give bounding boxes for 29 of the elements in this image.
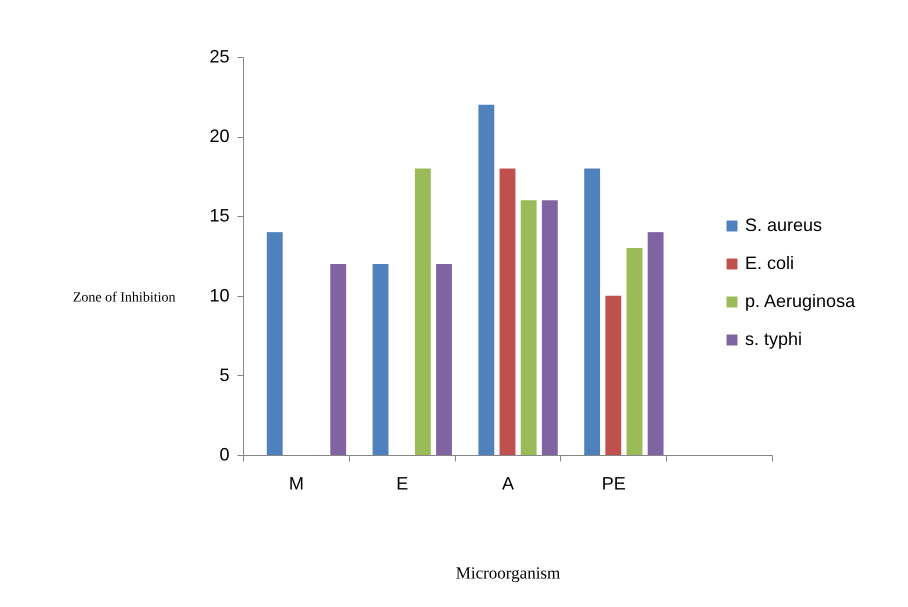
- x-tick-label: PE: [602, 474, 626, 494]
- y-axis-title: Zone of Inhibition: [72, 290, 176, 306]
- bar: [542, 200, 558, 455]
- bar: [414, 168, 431, 455]
- bar: [436, 264, 452, 455]
- x-tick-label: E: [396, 474, 408, 494]
- bar: [626, 248, 642, 455]
- x-tick-label: M: [288, 474, 304, 494]
- bar: [520, 200, 537, 455]
- bar: [330, 264, 346, 455]
- y-tick-label: 0: [219, 444, 230, 464]
- y-tick-label: 10: [209, 285, 230, 306]
- y-tick-label: 5: [219, 364, 230, 385]
- legend-label: E. coli: [745, 253, 794, 273]
- y-tick-label: 15: [209, 206, 230, 226]
- x-tick-label: A: [502, 474, 514, 494]
- bar: [584, 168, 600, 455]
- bar: [372, 264, 388, 455]
- bar: [266, 232, 283, 455]
- legend-label: s. typhi: [745, 329, 802, 349]
- bar: [478, 104, 494, 455]
- bar: [648, 232, 664, 455]
- y-tick-label: 20: [209, 126, 230, 146]
- y-tick-label: 25: [209, 46, 230, 66]
- legend-label: p. Aeruginosa: [745, 291, 856, 311]
- x-axis-title: Microorganism: [456, 564, 560, 582]
- legend-label: S. aureus: [745, 215, 822, 235]
- bar: [605, 296, 622, 455]
- bar: [500, 168, 516, 455]
